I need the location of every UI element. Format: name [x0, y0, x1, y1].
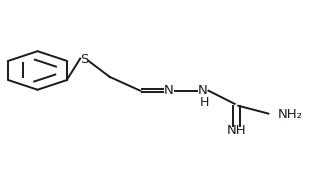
Text: NH₂: NH₂: [278, 108, 303, 121]
Text: NH: NH: [227, 124, 246, 137]
Text: S: S: [80, 53, 88, 66]
Text: H: H: [200, 96, 209, 109]
Text: N: N: [164, 84, 174, 97]
Text: N: N: [198, 84, 208, 97]
